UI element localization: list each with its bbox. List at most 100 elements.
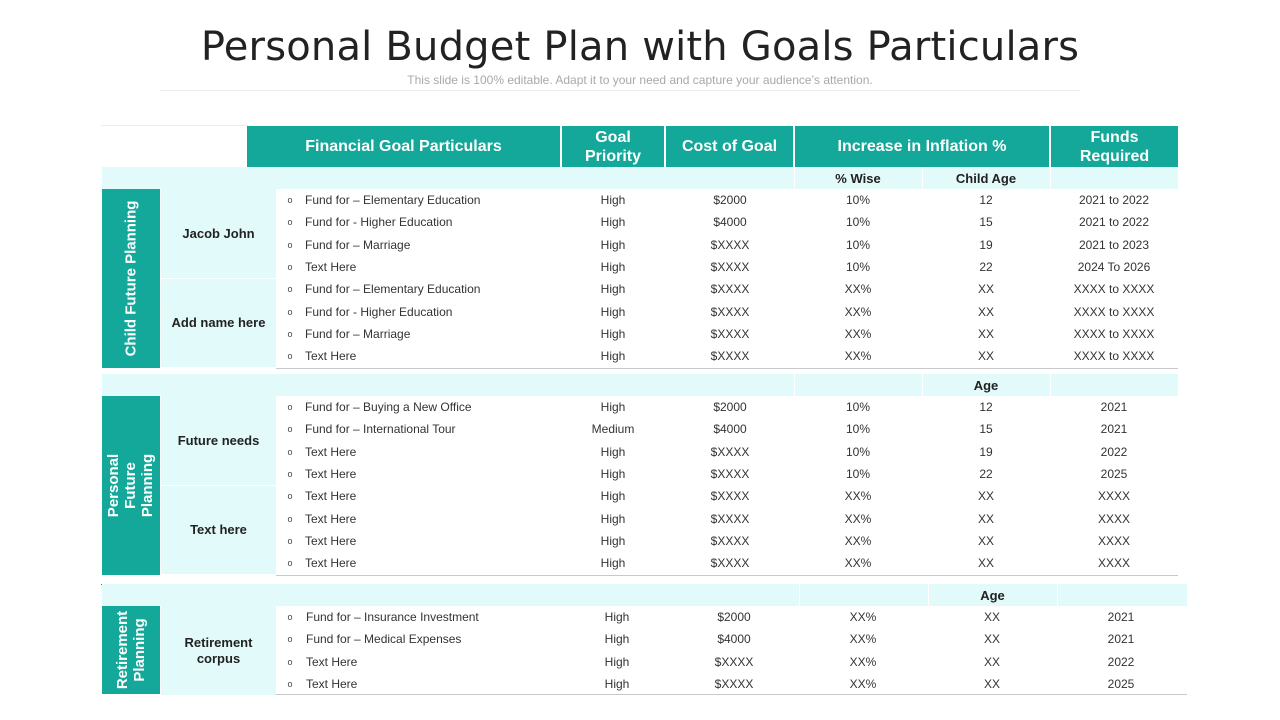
inflation-wise-cell: XX% <box>844 304 872 319</box>
funds-cell: XXXX to XXXX <box>1073 304 1155 319</box>
header-cost: Cost of Goal <box>681 138 778 155</box>
priority-cell: High <box>600 304 626 319</box>
subheader-wise: % Wise <box>835 170 881 186</box>
funds-cell: 2021 <box>1107 632 1135 647</box>
bullet-icon: o <box>287 306 293 317</box>
section-bottom-rule <box>276 575 1178 576</box>
table-row: o Text Here High $XXXX 10% 22 2025 <box>0 463 1280 485</box>
priority-cell: High <box>600 282 626 297</box>
cost-cell: $4000 <box>713 422 747 437</box>
priority-cell: High <box>600 259 626 274</box>
subheader-divider <box>1050 167 1051 189</box>
priority-cell: High <box>600 533 626 548</box>
funds-cell: 2024 To 2026 <box>1077 259 1151 274</box>
age-cell: XX <box>983 676 1000 691</box>
bullet-icon: o <box>287 239 293 250</box>
inflation-wise-cell: XX% <box>849 632 877 647</box>
priority-cell: High <box>600 349 626 364</box>
inflation-wise-cell: XX% <box>849 610 877 624</box>
group-name: Retirement corpus <box>161 606 276 696</box>
age-cell: XX <box>983 632 1000 647</box>
bullet-icon: o <box>287 558 293 569</box>
section-bottom-rule <box>276 368 1178 369</box>
table-row: o Text Here High $XXXX 10% 22 2024 To 2026 <box>0 256 1280 278</box>
header-funds: Funds Required <box>1079 128 1150 165</box>
inflation-wise-cell: 10% <box>845 422 871 437</box>
age-cell: XX <box>983 610 1000 624</box>
subheader-band <box>102 584 1187 606</box>
table-row: o Text Here High $XXXX 10% 19 2022 <box>0 441 1280 463</box>
subheader-band <box>102 167 1178 189</box>
cost-cell: $2000 <box>713 193 747 207</box>
group-name-label: Text here <box>190 522 247 538</box>
age-cell: XX <box>977 304 994 319</box>
funds-cell: XXXX <box>1097 533 1130 548</box>
priority-cell: High <box>604 654 630 669</box>
goal-cell: Text Here <box>305 259 357 274</box>
page-subtitle: This slide is 100% editable. Adapt it to… <box>407 73 873 87</box>
cost-cell: $XXXX <box>710 237 750 252</box>
priority-cell: High <box>600 511 626 526</box>
bullet-icon: o <box>287 634 293 645</box>
inflation-wise-cell: 10% <box>845 259 871 274</box>
section-band: Retirement Planning <box>102 606 160 694</box>
subheader-divider <box>794 167 795 189</box>
bullet-icon: o <box>287 217 293 228</box>
bullet-icon: o <box>287 468 293 479</box>
priority-cell: Medium <box>591 422 635 437</box>
goal-cell: Text Here <box>305 349 357 364</box>
group-name: Add name here <box>161 279 276 368</box>
age-cell: 19 <box>979 237 993 252</box>
group-name-label: Add name here <box>171 315 266 331</box>
goal-cell: Fund for – Elementary Education <box>305 193 481 207</box>
cost-cell: $XXXX <box>710 556 750 571</box>
priority-cell: High <box>604 632 630 647</box>
subheader-divider <box>1057 584 1058 606</box>
goal-cell: Fund for – Elementary Education <box>305 282 481 297</box>
table-row: o Fund for – Marriage High $XXXX 10% 19 2021 t… <box>0 234 1280 256</box>
inflation-wise-cell: 10% <box>845 400 871 414</box>
header-divider <box>664 126 666 167</box>
age-cell: 22 <box>979 259 993 274</box>
header-divider <box>793 126 795 167</box>
subheader-divider <box>799 584 800 606</box>
header-priority: Goal Priority <box>584 128 641 165</box>
group-name-label: Jacob John <box>182 225 255 241</box>
subheader-wise <box>794 374 922 396</box>
inflation-wise-cell: XX% <box>844 556 872 571</box>
subtitle-divider <box>160 90 1080 91</box>
subheader-wise <box>799 584 928 606</box>
age-cell: 15 <box>979 215 993 230</box>
age-cell: XX <box>977 511 994 526</box>
priority-cell: High <box>604 676 630 691</box>
table-row: o Fund for – Elementary Education High $200… <box>0 189 1280 211</box>
goal-cell: Text Here <box>306 654 358 669</box>
age-cell: XX <box>977 489 994 504</box>
funds-cell: XXXX <box>1097 556 1130 571</box>
funds-cell: XXXX <box>1097 489 1130 504</box>
funds-cell: 2021 <box>1107 610 1135 624</box>
priority-cell: High <box>600 489 626 504</box>
goal-cell: Text Here <box>305 444 357 459</box>
table-row: o Text Here High $XXXX XX% XX XXXX to XXXX <box>0 345 1280 367</box>
age-cell: XX <box>977 533 994 548</box>
table-row: o Fund for - Higher Education High $4000 10%… <box>0 211 1280 233</box>
age-cell: 15 <box>979 422 993 437</box>
cost-cell: $XXXX <box>714 654 754 669</box>
goal-cell: Fund for – Marriage <box>305 326 411 341</box>
header-top-rule <box>101 125 248 126</box>
table-row: o Text Here High $XXXX XX% XX XXXX <box>0 485 1280 507</box>
priority-cell: High <box>600 556 626 571</box>
priority-cell: High <box>600 326 626 341</box>
bullet-icon: o <box>287 491 293 502</box>
table-row: o Text Here High $XXXX XX% XX XXXX <box>0 552 1280 574</box>
bullet-icon: o <box>287 535 293 546</box>
bullet-icon: o <box>287 446 293 457</box>
cost-cell: $XXXX <box>710 349 750 364</box>
section-bottom-rule <box>276 694 1187 695</box>
funds-cell: 2021 to 2023 <box>1078 237 1150 252</box>
cost-cell: $XXXX <box>710 466 750 481</box>
age-cell: 12 <box>979 400 993 414</box>
header-inflation: Increase in Inflation % <box>837 138 1007 155</box>
inflation-wise-cell: 10% <box>845 237 871 252</box>
